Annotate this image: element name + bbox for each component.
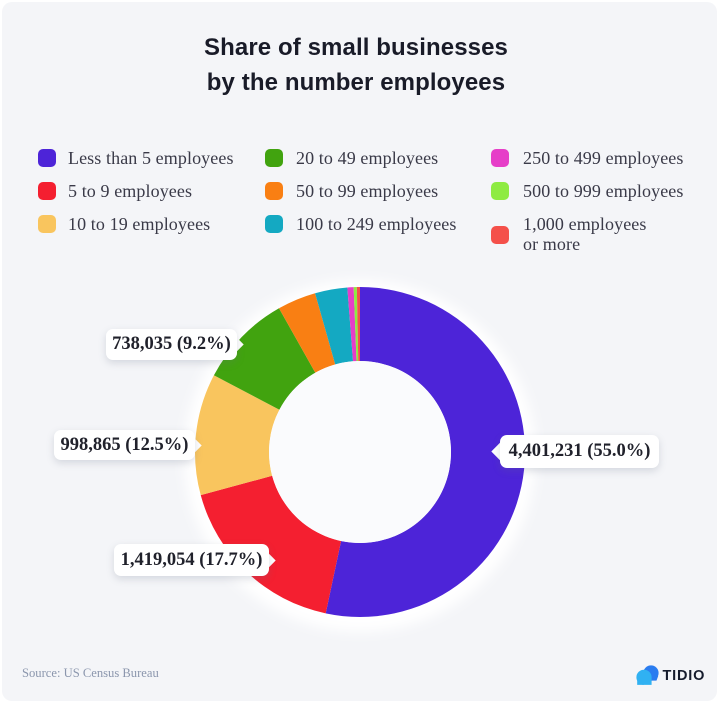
svg-text:TIDIO: TIDIO [663, 668, 706, 684]
